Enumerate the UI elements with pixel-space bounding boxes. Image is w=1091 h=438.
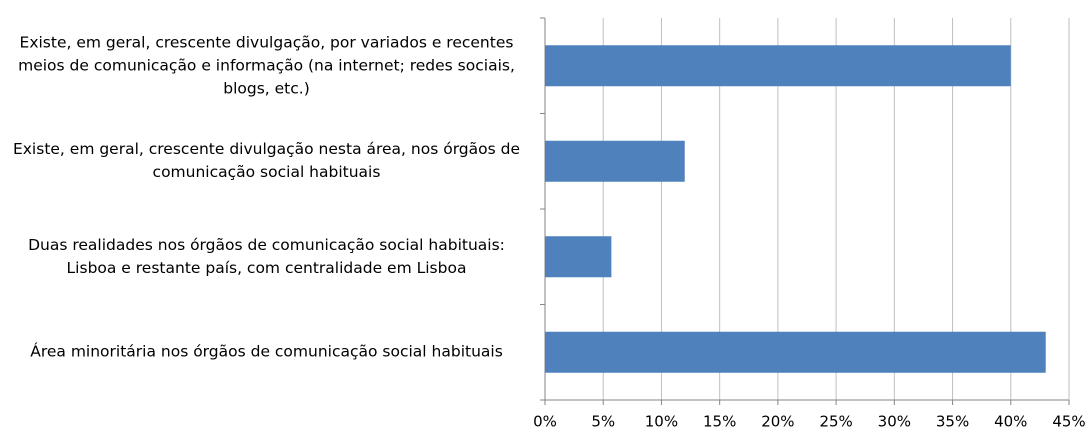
bar	[545, 331, 1046, 373]
x-tick-label: 10%	[645, 413, 678, 431]
category-label: Área minoritária nos órgãos de comunicaç…	[30, 342, 503, 361]
x-tick-label: 0%	[533, 413, 557, 431]
x-tick-label: 20%	[761, 413, 794, 431]
x-tick-label: 40%	[994, 413, 1027, 431]
bar	[545, 236, 612, 278]
x-tick-label: 15%	[703, 413, 736, 431]
x-tick-label: 30%	[878, 413, 911, 431]
x-tick-label: 35%	[936, 413, 969, 431]
x-tick-label: 25%	[819, 413, 852, 431]
category-label: Existe, em geral, crescente divulgação, …	[18, 33, 515, 98]
category-label: Existe, em geral, crescente divulgação n…	[12, 140, 521, 182]
x-tick-label: 5%	[591, 413, 615, 431]
x-tick-label: 45%	[1052, 413, 1085, 431]
bar	[545, 140, 685, 182]
bar	[545, 45, 1011, 87]
category-label: Duas realidades nos órgãos de comunicaçã…	[28, 235, 505, 277]
